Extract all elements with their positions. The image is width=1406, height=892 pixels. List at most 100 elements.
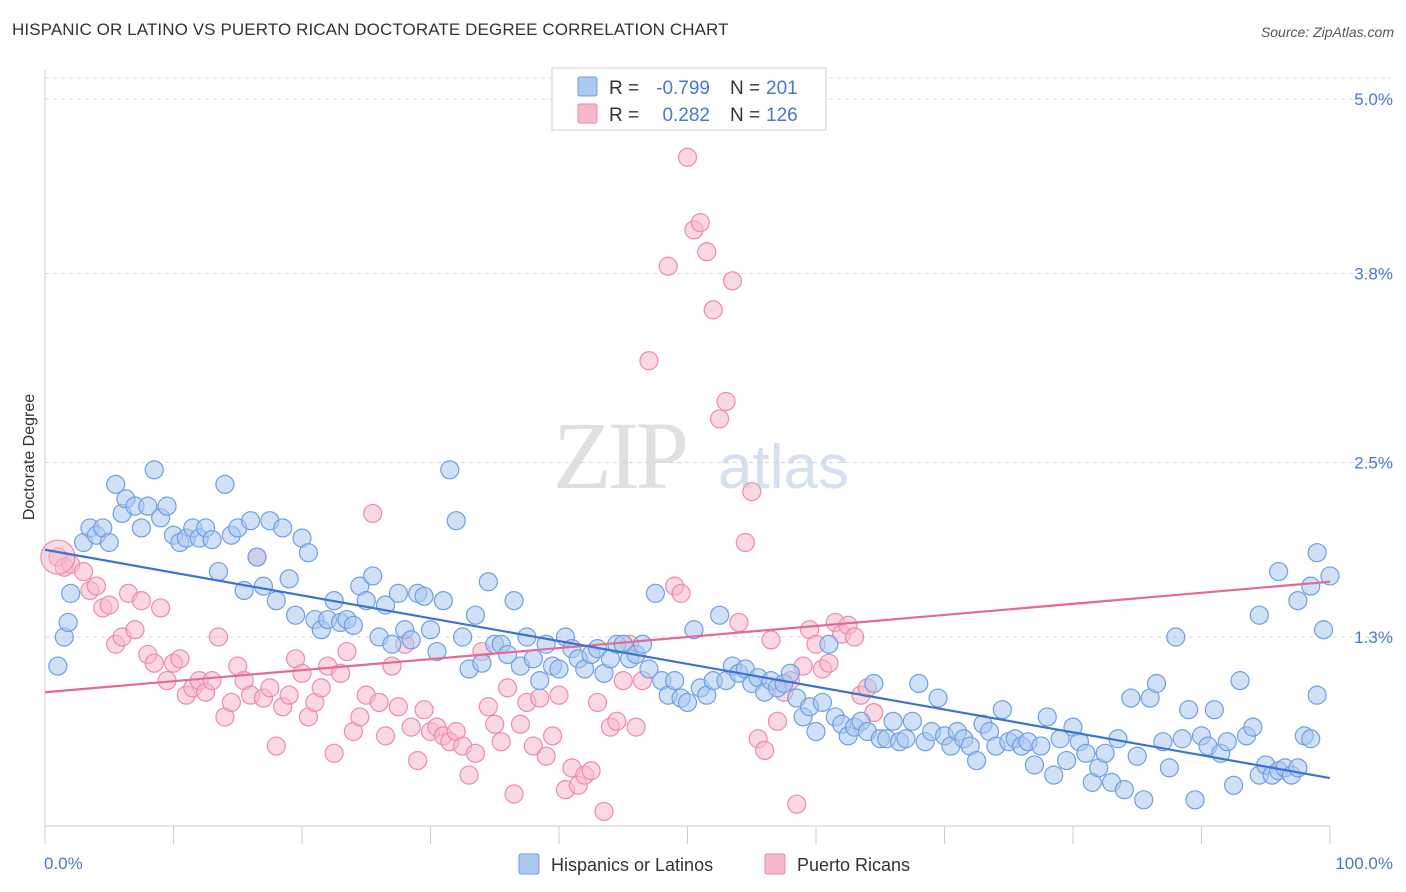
legend-r-value-blue: -0.799 [656,78,710,99]
bottom-legend-swatch-pink [764,853,786,875]
hispanic-point [928,688,948,708]
hispanic-point [967,750,987,771]
puerto-rican-point [690,213,710,233]
puerto-rican-point [408,750,428,771]
hispanic-point [677,692,698,713]
legend-n-label-blue: N = [730,78,760,99]
puerto-rican-point [350,707,370,727]
y-tick-label: 3.8% [1354,265,1393,284]
hispanic-point [99,532,119,553]
hispanic-point [1204,700,1224,720]
bottom-legend-swatch-blue [518,853,540,875]
hispanic-point [1307,685,1327,705]
hispanic-point [1127,746,1147,766]
hispanic-point [1179,700,1199,720]
hispanic-point [401,630,421,650]
hispanic-point [1044,765,1064,785]
puerto-rican-point [510,714,531,734]
puerto-rican-point [742,482,762,502]
puerto-rican-point [202,671,222,691]
puerto-rican-point [530,688,550,708]
hispanic-point [1301,576,1321,596]
hispanic-point [710,605,730,625]
legend-n-value-blue: 201 [766,78,798,99]
puerto-rican-point [221,692,241,713]
puerto-rican-point [330,663,351,683]
puerto-rican-point [607,711,627,731]
puerto-rican-point [504,784,524,804]
legend-r-label-blue: R = [609,78,639,99]
hispanic-point [1024,755,1045,775]
puerto-rican-point [639,351,659,371]
puerto-rican-point [626,717,646,737]
y-tick-label: 2.5% [1354,454,1393,473]
puerto-rican-point [260,678,280,698]
puerto-rican-point [536,746,556,766]
hispanic-point [523,649,543,669]
legend-n-value-pink: 126 [766,105,798,126]
puerto-rican-point [716,391,736,412]
puerto-rican-point [292,663,312,683]
hispanic-point [1172,729,1192,749]
hispanic-point [138,496,158,516]
hispanic-point [1243,717,1263,737]
bottom-legend-label-blue: Hispanics or Latinos [551,855,713,875]
puerto-rican-point [729,612,749,633]
hispanic-point [645,583,665,603]
hispanic-point [806,721,826,742]
watermark-atlas: atlas [718,433,849,502]
hispanic-point [241,511,261,531]
bottom-legend-label-pink: Puerto Ricans [797,855,910,875]
hispanic-point [208,561,229,582]
puerto-rican-point [671,583,691,603]
legend-swatch-blue [577,76,598,97]
puerto-rican-point [613,671,633,691]
hispanic-point [1037,707,1057,727]
hispanic-point [472,653,492,673]
puerto-rican-point [414,700,434,720]
hispanic-point [1076,743,1096,763]
legend-box [551,67,827,131]
puerto-rican-point [594,801,614,822]
hispanic-point [247,547,267,567]
gridlines [45,77,1390,638]
hispanic-point [1166,627,1186,647]
hispanic-point [1268,561,1289,582]
hispanic-point [1224,775,1244,795]
source-credit: Source: ZipAtlas.com [1260,24,1394,40]
hispanic-point [1249,605,1269,625]
puerto-rican-point [144,653,164,673]
hispanic-point [896,729,916,749]
hispanic-point [1095,743,1115,763]
hispanic-point [883,711,903,731]
puerto-rican-point [587,692,608,713]
puerto-rican-point [658,256,678,276]
puerto-rican-point [485,714,505,734]
hispanic-point [58,612,78,633]
hispanic-point [266,591,286,611]
puerto-rican-point [478,697,498,717]
hispanic-point [864,673,884,694]
hispanic-point [382,634,402,654]
hispanic-point [684,620,704,640]
hispanic-point [427,641,447,662]
hispanic-point [819,634,839,654]
hispanic-point [1146,673,1167,694]
puerto-rican-point [459,765,479,785]
hispanic-point [157,496,177,516]
hispanics-trend-line [44,548,1331,780]
hispanic-point [440,460,460,480]
hispanic-point [1320,566,1340,586]
hispanic-point [1159,758,1179,778]
x-axis-ticks [44,826,1331,844]
puerto-rican-point [761,630,781,650]
puerto-rican-point [523,736,543,756]
hispanic-point [363,566,383,586]
puerto-rican-point [266,736,286,756]
hispanic-point [48,656,68,676]
hispanic-point [446,511,466,531]
puerto-rican-point [844,627,865,647]
puerto-rican-point [710,409,730,429]
puerto-rican-point [99,595,119,615]
